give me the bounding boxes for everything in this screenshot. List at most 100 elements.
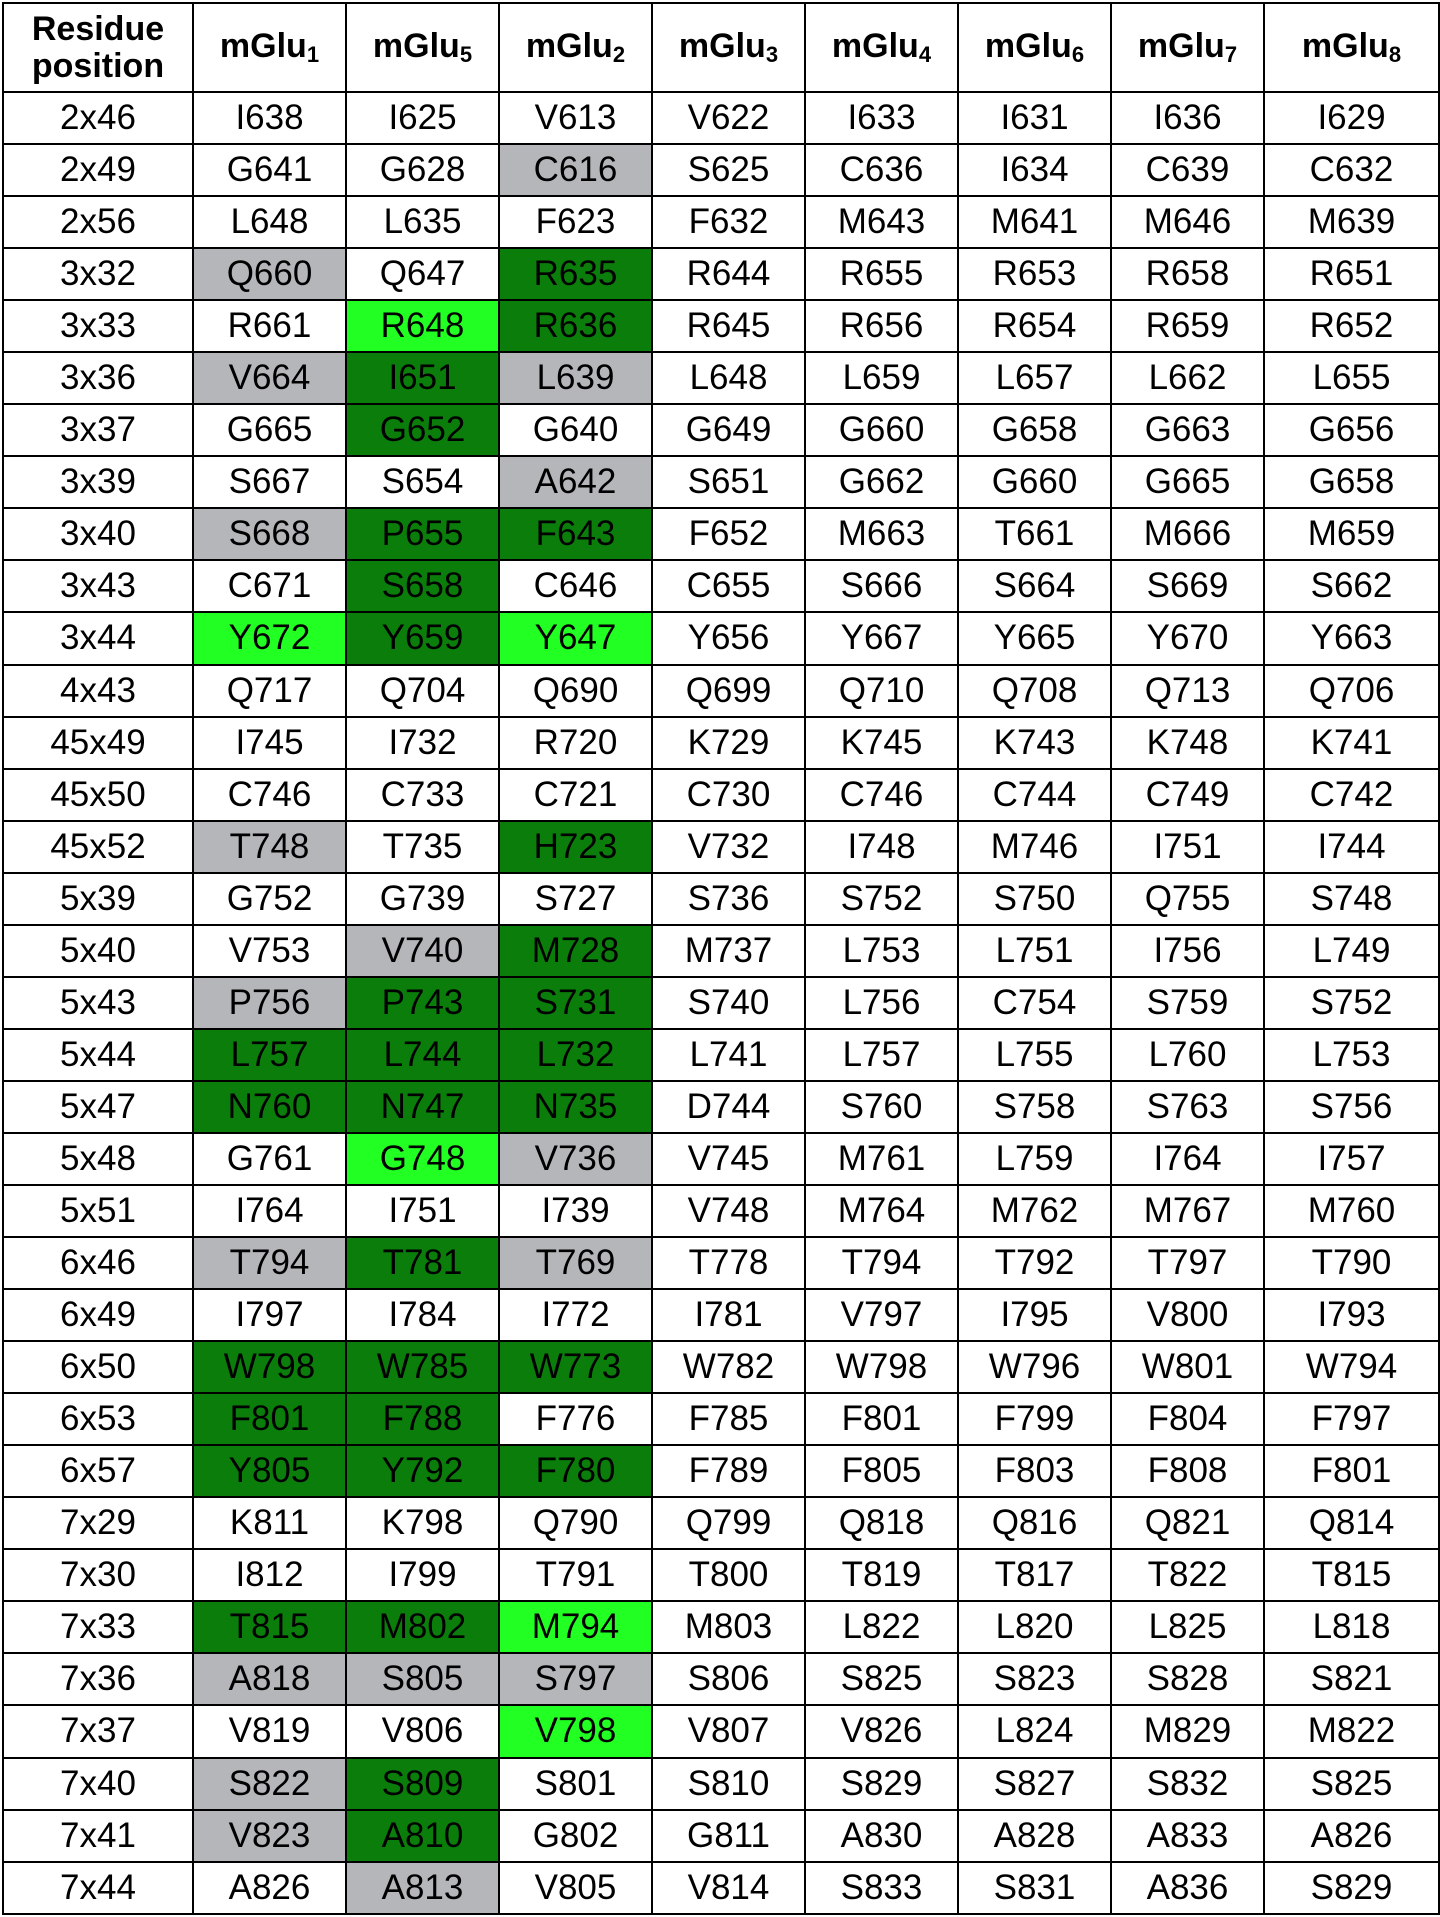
table-row: 5x47 N760 N747 N735 D744 S760 S758 S763 S756 xyxy=(2,1079,1440,1134)
residue-cell: S831 xyxy=(957,1860,1112,1916)
residue-cell: C730 xyxy=(651,767,806,822)
residue-cell: F789 xyxy=(651,1444,806,1499)
residue-position-cell: 7x44 xyxy=(2,1860,194,1916)
residue-cell: C754 xyxy=(957,975,1112,1030)
residue-cell: L825 xyxy=(1110,1600,1265,1655)
residue-cell: M767 xyxy=(1110,1183,1265,1239)
residue-cell: R659 xyxy=(1110,299,1265,354)
residue-position-cell: 45x52 xyxy=(2,819,194,874)
residue-cell: R653 xyxy=(957,247,1112,302)
residue-cell: C655 xyxy=(651,559,806,614)
residue-cell: K798 xyxy=(345,1496,500,1551)
residue-cell: Y805 xyxy=(192,1444,347,1499)
residue-cell: D744 xyxy=(651,1079,806,1134)
residue-position-cell: 3x43 xyxy=(2,559,194,614)
receptor-subscript: 1 xyxy=(306,42,320,68)
residue-cell: S736 xyxy=(651,871,806,926)
residue-cell: T781 xyxy=(345,1236,500,1291)
residue-cell: G761 xyxy=(192,1131,347,1186)
residue-cell: Q690 xyxy=(498,663,653,718)
residue-cell: S740 xyxy=(651,975,806,1030)
residue-cell: C742 xyxy=(1263,767,1440,822)
residue-cell: L759 xyxy=(957,1131,1112,1186)
residue-cell: M760 xyxy=(1263,1183,1440,1239)
residue-cell: M794 xyxy=(498,1600,653,1655)
residue-cell: L757 xyxy=(804,1027,959,1082)
residue-cell: I751 xyxy=(345,1183,500,1239)
residue-cell: F652 xyxy=(651,507,806,562)
residue-cell: M803 xyxy=(651,1600,806,1655)
residue-cell: G748 xyxy=(345,1131,500,1186)
residue-cell: G640 xyxy=(498,403,653,458)
residue-cell: K743 xyxy=(957,715,1112,770)
residue-position-cell: 3x37 xyxy=(2,403,194,458)
residue-position-cell: 6x53 xyxy=(2,1392,194,1447)
residue-cell: M666 xyxy=(1110,507,1265,562)
residue-cell: K729 xyxy=(651,715,806,770)
residue-cell: G752 xyxy=(192,871,347,926)
residue-cell: M762 xyxy=(957,1183,1112,1239)
residue-position-cell: 45x50 xyxy=(2,767,194,822)
table-row: 5x48 G761 G748 V736 V745 M761 L759 I764 I757 xyxy=(2,1131,1440,1186)
residue-cell: V823 xyxy=(192,1808,347,1863)
residue-cell: L749 xyxy=(1263,923,1440,978)
residue-cell: A642 xyxy=(498,455,653,510)
residue-cell: V753 xyxy=(192,923,347,978)
residue-position-cell: 7x37 xyxy=(2,1704,194,1759)
residue-cell: G658 xyxy=(957,403,1112,458)
residue-cell: T817 xyxy=(957,1548,1112,1603)
residue-cell: T794 xyxy=(192,1236,347,1291)
residue-cell: Q708 xyxy=(957,663,1112,718)
residue-cell: I772 xyxy=(498,1288,653,1343)
table-row: 6x57 Y805 Y792 F780 F789 F805 F803 F808 F801 xyxy=(2,1444,1440,1499)
residue-cell: Q660 xyxy=(192,247,347,302)
residue-cell: I739 xyxy=(498,1183,653,1239)
residue-cell: R658 xyxy=(1110,247,1265,302)
residue-cell: L659 xyxy=(804,351,959,406)
receptor-header-mglu8: mGlu8 xyxy=(1263,2,1440,93)
table-row: 3x37 G665 G652 G640 G649 G660 G658 G663 G656 xyxy=(2,403,1440,458)
residue-cell: L753 xyxy=(804,923,959,978)
residue-cell: L751 xyxy=(957,923,1112,978)
residue-cell: W794 xyxy=(1263,1340,1440,1395)
residue-cell: G663 xyxy=(1110,403,1265,458)
receptor-name: mGlu xyxy=(525,27,613,66)
residue-cell: M639 xyxy=(1263,195,1440,250)
residue-cell: L635 xyxy=(345,195,500,250)
residue-cell: Q814 xyxy=(1263,1496,1440,1551)
residue-cell: S752 xyxy=(804,871,959,926)
residue-cell: T797 xyxy=(1110,1236,1265,1291)
residue-cell: F803 xyxy=(957,1444,1112,1499)
residue-cell: G665 xyxy=(192,403,347,458)
residue-cell: T769 xyxy=(498,1236,653,1291)
residue-cell: Q799 xyxy=(651,1496,806,1551)
residue-cell: Q710 xyxy=(804,663,959,718)
receptor-subscript: 8 xyxy=(1388,42,1402,68)
residue-cell: I793 xyxy=(1263,1288,1440,1343)
residue-cell: V613 xyxy=(498,90,653,146)
residue-cell: F788 xyxy=(345,1392,500,1447)
residue-cell: M761 xyxy=(804,1131,959,1186)
residue-cell: V797 xyxy=(804,1288,959,1343)
residue-cell: I748 xyxy=(804,819,959,874)
residue-cell: G811 xyxy=(651,1808,806,1863)
table-row: 3x44 Y672 Y659 Y647 Y656 Y667 Y665 Y670 Y663 xyxy=(2,611,1440,666)
residue-cell: Q706 xyxy=(1263,663,1440,718)
residue-cell: S760 xyxy=(804,1079,959,1134)
residue-cell: G662 xyxy=(804,455,959,510)
receptor-header-mglu6: mGlu6 xyxy=(957,2,1112,93)
residue-cell: S763 xyxy=(1110,1079,1265,1134)
receptor-name: mGlu xyxy=(1301,27,1389,66)
residue-position-cell: 7x30 xyxy=(2,1548,194,1603)
residue-cell: I744 xyxy=(1263,819,1440,874)
residue-cell: I795 xyxy=(957,1288,1112,1343)
residue-cell: S832 xyxy=(1110,1756,1265,1811)
residue-cell: S823 xyxy=(957,1652,1112,1707)
residue-cell: G649 xyxy=(651,403,806,458)
residue-cell: I757 xyxy=(1263,1131,1440,1186)
residue-cell: S827 xyxy=(957,1756,1112,1811)
residue-cell: Y667 xyxy=(804,611,959,666)
residue-cell: S829 xyxy=(804,1756,959,1811)
residue-cell: A818 xyxy=(192,1652,347,1707)
residue-cell: L639 xyxy=(498,351,653,406)
